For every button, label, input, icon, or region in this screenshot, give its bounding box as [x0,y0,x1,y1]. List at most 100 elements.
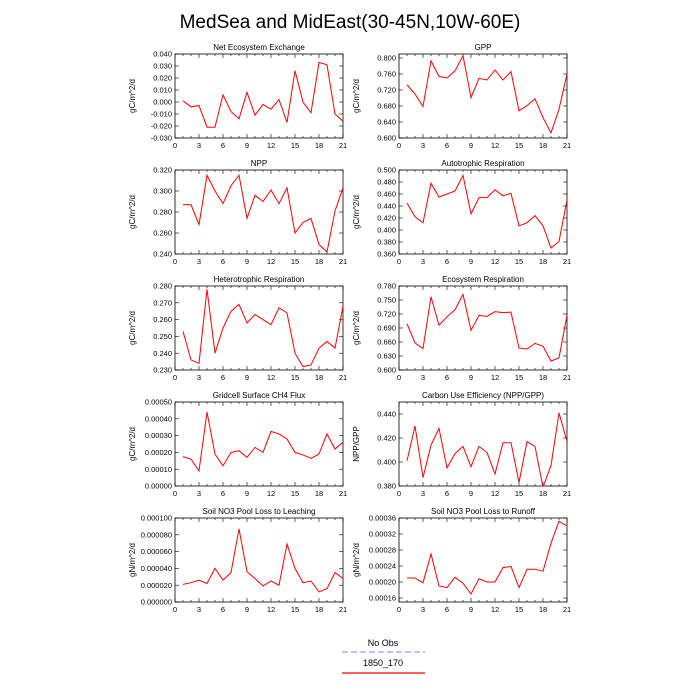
x-tick-label: 0 [173,489,177,498]
x-tick-label: 12 [267,489,275,498]
y-tick-label: 0.640 [377,118,396,127]
y-tick-label: 0.000100 [141,514,172,523]
y-tick-label: 0.660 [377,338,396,347]
x-tick-label: 15 [515,141,523,150]
y-tick-label: 0.00024 [369,562,396,571]
y-tick-label: 0.000000 [141,598,172,607]
x-tick-label: 18 [315,605,323,614]
panel-ecosystem-respiration: Ecosystem Respiration 0 3 6 9 12 15 18 21 0.600 0.… [352,275,571,382]
x-tick-label: 15 [291,141,299,150]
x-tick-label: 0 [397,605,401,614]
panel-title: Heterotrophic Respiration [214,275,305,284]
x-tick-label: 3 [197,605,201,614]
x-tick-label: 15 [291,373,299,382]
panel-net-ecosystem-exchange: Net Ecosystem Exchange 0 3 6 9 12 15 18 21 -0.030… [128,43,347,150]
y-tick-label: 0.00032 [369,530,396,539]
plot-frame [174,401,344,487]
y-tick-label: 0.280 [153,282,172,291]
y-tick-label: 0.760 [377,70,396,79]
y-axis-label: gC/m^2/d [352,195,361,229]
y-tick-label: 0.440 [377,410,396,419]
y-tick-label: 0.400 [377,226,396,235]
x-tick-label: 15 [291,489,299,498]
y-axis-label: gN/m^2/d [128,543,137,577]
legend-label-1850-170: 1850_170 [363,658,403,668]
y-tick-label: 0.420 [377,214,396,223]
y-tick-label: 0.380 [377,238,396,247]
panels: Net Ecosystem Exchange 0 3 6 9 12 15 18 21 -0.030… [128,43,571,614]
x-tick-label: 21 [339,489,347,498]
y-tick-label: 0.720 [377,310,396,319]
x-tick-label: 6 [445,489,449,498]
x-tick-label: 3 [421,373,425,382]
figure-title: MedSea and MidEast(30-45N,10W-60E) [180,12,521,33]
x-tick-label: 15 [291,257,299,266]
x-tick-label: 0 [397,257,401,266]
x-tick-label: 12 [491,141,499,150]
y-tick-label: 0.420 [377,434,396,443]
x-tick-label: 3 [421,605,425,614]
x-tick-label: 6 [221,257,225,266]
x-tick-label: 0 [397,489,401,498]
y-tick-label: 0.00050 [145,398,172,407]
x-tick-label: 3 [197,373,201,382]
panel-title: Net Ecosystem Exchange [213,43,305,52]
x-tick-label: 3 [421,489,425,498]
panel-title: Ecosystem Respiration [442,275,524,284]
panel-soil-no3-pool-loss-to-leaching: Soil NO3 Pool Loss to Leaching 0 3 6 9 12 15 18… [128,507,347,614]
panel-title: GPP [475,43,492,52]
panel-heterotrophic-respiration: Heterotrophic Respiration 0 3 6 9 12 15 18 21 0.2… [128,275,347,382]
x-tick-label: 0 [173,605,177,614]
y-tick-label: 0.240 [153,349,172,358]
x-tick-label: 21 [339,373,347,382]
x-tick-label: 12 [267,373,275,382]
series-line [182,411,343,473]
y-tick-label: 0.00036 [369,514,396,523]
x-tick-label: 21 [563,489,571,498]
series-line [406,173,567,249]
panel-title: Soil NO3 Pool Loss to Runoff [431,507,536,516]
y-tick-label: 0.400 [377,458,396,467]
x-tick-label: 9 [469,489,473,498]
x-tick-label: 18 [539,257,547,266]
x-tick-label: 9 [469,141,473,150]
legend: No Obs 1850_170 [342,638,425,674]
x-tick-label: 21 [563,605,571,614]
y-tick-label: 0.500 [377,166,396,175]
x-tick-label: 15 [291,605,299,614]
x-tick-label: 18 [539,373,547,382]
x-tick-label: 15 [515,373,523,382]
x-tick-label: 18 [315,373,323,382]
x-tick-label: 6 [221,489,225,498]
x-tick-label: 12 [491,373,499,382]
y-tick-label: 0.250 [153,332,172,341]
x-tick-label: 9 [245,373,249,382]
y-tick-label: 0.00016 [369,594,396,603]
y-tick-label: 0.000040 [141,564,172,573]
x-tick-label: 0 [173,257,177,266]
x-tick-label: 6 [221,373,225,382]
panel-gpp: GPP 0 3 6 9 12 15 18 21 0.600 0.640 0.680 0.720 0.760… [352,43,571,150]
x-tick-label: 6 [445,373,449,382]
y-tick-label: -0.030 [151,134,172,143]
series-line [182,289,343,368]
y-tick-label: 0.690 [377,324,396,333]
x-tick-label: 3 [421,257,425,266]
x-tick-label: 21 [339,605,347,614]
series-line [406,292,567,362]
x-tick-label: 9 [469,373,473,382]
x-tick-label: 0 [173,141,177,150]
y-tick-label: 0.00040 [145,414,172,423]
panel-gridcell-surface-ch4-flux: Gridcell Surface CH4 Flux 0 3 6 9 12 15 18 21 0.0… [128,391,347,498]
x-tick-label: 0 [173,373,177,382]
y-tick-label: 0.020 [153,74,172,83]
y-axis-label: gC/m^2/d [128,311,137,345]
y-tick-label: 0.230 [153,366,172,375]
y-tick-label: 0.300 [153,187,172,196]
plot-frame [398,53,568,139]
series-line [182,61,343,128]
x-tick-label: 3 [197,257,201,266]
series-line [183,173,343,253]
y-tick-label: 0.480 [377,178,396,187]
y-axis-label: gN/m^2/d [352,543,361,577]
